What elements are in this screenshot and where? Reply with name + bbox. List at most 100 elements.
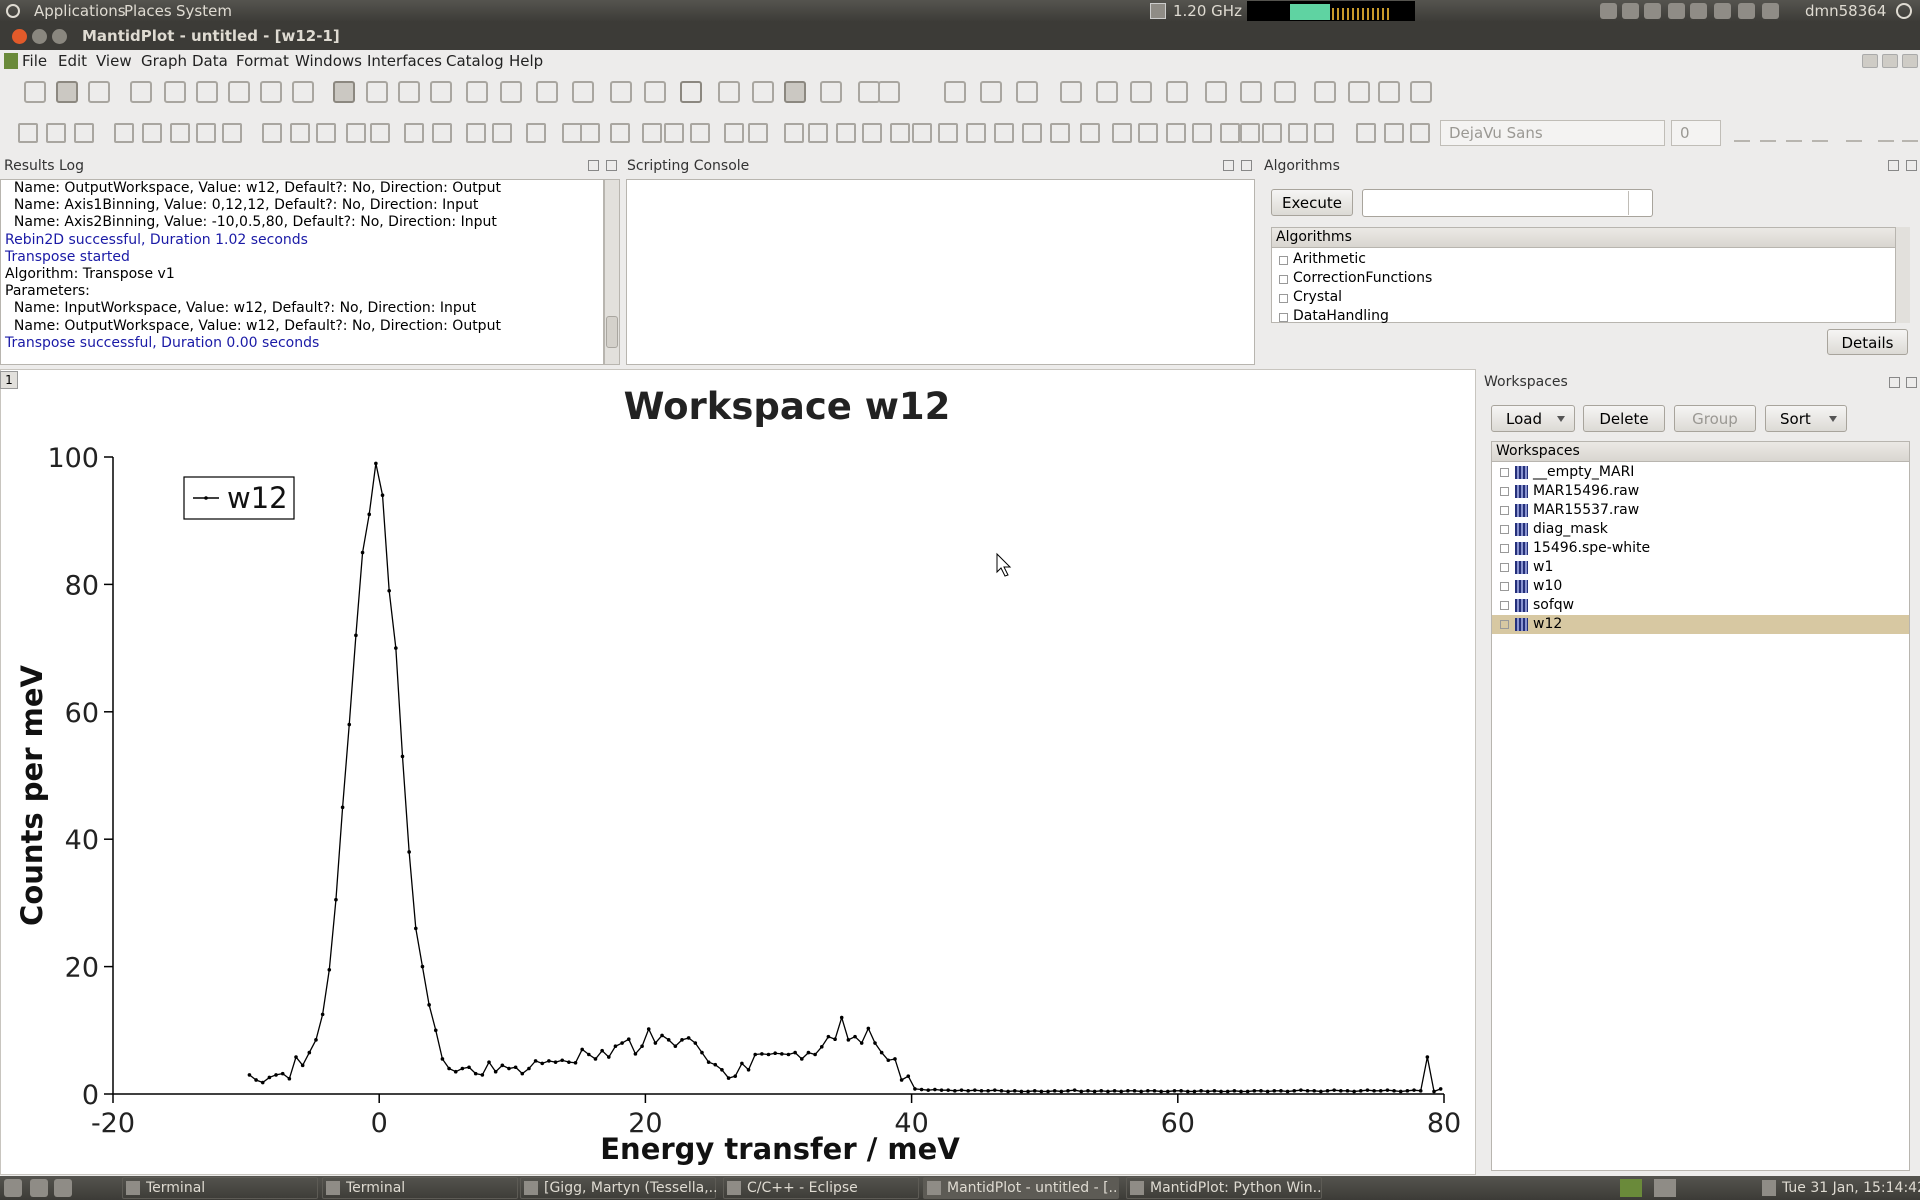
- panel-menu[interactable]: Places: [124, 2, 172, 20]
- menu-item[interactable]: Interfaces: [367, 52, 442, 70]
- toolbar-button[interactable]: [222, 123, 242, 143]
- toolbar-button[interactable]: [784, 81, 806, 103]
- toolbar-button[interactable]: [370, 123, 390, 143]
- tree-expander[interactable]: [1500, 620, 1509, 629]
- toolbar-button[interactable]: [1166, 81, 1188, 103]
- mdi-button[interactable]: [1862, 54, 1878, 68]
- toolbar-button[interactable]: [1240, 81, 1262, 103]
- workspace-item[interactable]: w10: [1533, 578, 1563, 594]
- toolbar-button[interactable]: [1205, 81, 1227, 103]
- format-button[interactable]: [1812, 124, 1828, 142]
- task-button[interactable]: [923, 1177, 1119, 1199]
- toolbar-button[interactable]: [262, 123, 282, 143]
- toolbar-button[interactable]: [260, 81, 282, 103]
- workspace-item[interactable]: 15496.spe-white: [1533, 540, 1651, 556]
- dock-close-button[interactable]: [1241, 160, 1252, 171]
- tree-expander[interactable]: [1500, 601, 1509, 610]
- toolbar-button[interactable]: [610, 123, 630, 143]
- menu-item[interactable]: Catalog: [446, 52, 504, 70]
- toolbar-button[interactable]: [24, 81, 46, 103]
- combo-arrow[interactable]: [1628, 191, 1651, 215]
- dock-float-button[interactable]: [1223, 160, 1234, 171]
- minimize-button[interactable]: [32, 29, 47, 44]
- toolbar-button[interactable]: [642, 123, 662, 143]
- toolbar-button[interactable]: [820, 81, 842, 103]
- scrollbar-thumb[interactable]: [606, 316, 618, 348]
- toolbar-button[interactable]: [500, 81, 522, 103]
- toolbar-button[interactable]: [432, 123, 452, 143]
- toolbar-button[interactable]: [1410, 123, 1430, 143]
- clock[interactable]: Tue 31 Jan, 15:14:42: [1782, 1180, 1920, 1196]
- dock-close-button[interactable]: [1906, 160, 1917, 171]
- toolbar-button[interactable]: [580, 123, 600, 143]
- launcher-icon[interactable]: [4, 1179, 22, 1197]
- toolbar-button[interactable]: [1220, 123, 1240, 143]
- workspace-button[interactable]: Group: [1674, 405, 1756, 432]
- task-label[interactable]: MantidPlot: Python Win...: [1150, 1180, 1322, 1196]
- toolbar-button[interactable]: [858, 81, 880, 103]
- task-label[interactable]: MantidPlot - untitled - [...: [947, 1180, 1119, 1196]
- toolbar-button[interactable]: [1016, 81, 1038, 103]
- tray-icon[interactable]: [1714, 3, 1731, 19]
- power-icon[interactable]: [1896, 3, 1912, 19]
- font-size-box[interactable]: 0: [1671, 120, 1721, 146]
- maximize-button[interactable]: [52, 29, 67, 44]
- toolbar-button[interactable]: [644, 81, 666, 103]
- tree-expander[interactable]: [1279, 294, 1288, 303]
- tree-expander[interactable]: [1279, 313, 1288, 322]
- panel-menu[interactable]: System: [176, 2, 232, 20]
- algorithm-search[interactable]: [1362, 189, 1653, 217]
- task-button[interactable]: [723, 1177, 919, 1199]
- tree-expander[interactable]: [1500, 582, 1509, 591]
- workspace-item[interactable]: diag_mask: [1533, 521, 1608, 537]
- plot-tab[interactable]: 1: [0, 371, 18, 389]
- menu-item[interactable]: Data: [192, 52, 228, 70]
- toolbar-button[interactable]: [836, 123, 856, 143]
- toolbar-button[interactable]: [994, 123, 1014, 143]
- trash-icon[interactable]: [1762, 1180, 1776, 1196]
- toolbar-button[interactable]: [1262, 123, 1282, 143]
- workspace-icon[interactable]: [1515, 599, 1528, 612]
- toolbar-button[interactable]: [878, 81, 900, 103]
- tray-icon[interactable]: [1762, 3, 1779, 19]
- toolbar-button[interactable]: [170, 123, 190, 143]
- tree-expander[interactable]: [1279, 275, 1288, 284]
- toolbar-button[interactable]: [1240, 123, 1260, 143]
- toolbar-button[interactable]: [74, 123, 94, 143]
- toolbar-button[interactable]: [1096, 81, 1118, 103]
- task-button[interactable]: [322, 1177, 518, 1199]
- toolbar-button[interactable]: [18, 123, 38, 143]
- toolbar-button[interactable]: [1410, 81, 1432, 103]
- tree-expander[interactable]: [1500, 487, 1509, 496]
- menu-item[interactable]: Graph: [141, 52, 188, 70]
- toolbar-button[interactable]: [1192, 123, 1212, 143]
- dock-float-button[interactable]: [1888, 160, 1899, 171]
- toolbar-button[interactable]: [718, 81, 740, 103]
- tray-icon[interactable]: [1600, 3, 1617, 19]
- dock-close-button[interactable]: [606, 160, 617, 171]
- toolbar-button[interactable]: [680, 81, 702, 103]
- workspace-icon[interactable]: [1515, 523, 1528, 536]
- toolbar-button[interactable]: [1314, 123, 1334, 143]
- toolbar-button[interactable]: [114, 123, 134, 143]
- task-button[interactable]: [122, 1177, 318, 1199]
- toolbar-button[interactable]: [466, 123, 486, 143]
- dock-float-button[interactable]: [1889, 377, 1900, 388]
- task-button[interactable]: [1126, 1177, 1322, 1199]
- launcher-icon[interactable]: [54, 1179, 72, 1197]
- launcher-icon[interactable]: [30, 1179, 48, 1197]
- execute-button[interactable]: Execute: [1271, 189, 1353, 216]
- mdi-button[interactable]: [1882, 54, 1898, 68]
- toolbar-button[interactable]: [862, 123, 882, 143]
- toolbar-button[interactable]: [1050, 123, 1070, 143]
- toolbar-button[interactable]: [346, 123, 366, 143]
- toolbar-button[interactable]: [562, 123, 582, 143]
- toolbar-button[interactable]: [404, 123, 424, 143]
- menu-item[interactable]: File: [22, 52, 48, 70]
- toolbar-button[interactable]: [196, 81, 218, 103]
- workspace-icon[interactable]: [1515, 580, 1528, 593]
- toolbar-button[interactable]: [466, 81, 488, 103]
- toolbar-button[interactable]: [46, 123, 66, 143]
- toolbar-button[interactable]: [724, 123, 744, 143]
- toolbar-button[interactable]: [1356, 123, 1376, 143]
